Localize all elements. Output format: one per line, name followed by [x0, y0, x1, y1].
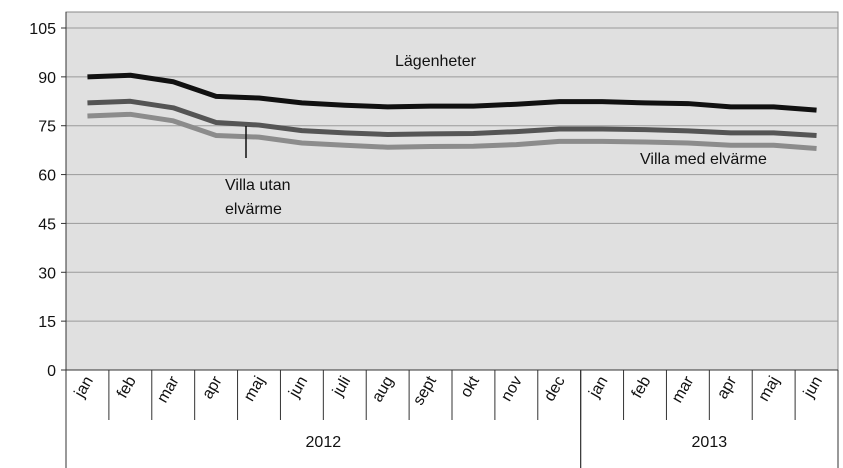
x-tick-label: maj — [756, 374, 784, 405]
x-tick-label: okt — [458, 373, 484, 400]
y-tick-label: 75 — [38, 119, 56, 136]
x-tick-label: jun — [285, 374, 311, 402]
x-tick-label: jun — [800, 374, 826, 402]
x-tick-label: mar — [669, 373, 698, 406]
series-label: Villa utan elvärme — [225, 177, 291, 218]
group-label: 2013 — [692, 434, 728, 451]
group-label: 2012 — [306, 434, 342, 451]
y-tick-label: 15 — [38, 314, 56, 331]
y-tick-label: 60 — [38, 168, 56, 185]
y-tick-label: 30 — [38, 265, 56, 282]
x-tick-label: apr — [714, 373, 741, 402]
x-tick-label: mar — [154, 373, 183, 406]
x-tick-label: jan — [586, 374, 612, 402]
x-tick-label: nov — [498, 374, 526, 405]
series-line — [87, 98, 817, 138]
series-label: Lägenheter — [395, 53, 476, 70]
x-tick-label: feb — [114, 373, 140, 401]
plot-area — [65, 11, 839, 371]
x-tick-label: feb — [629, 373, 655, 401]
y-tick-label: 105 — [29, 21, 56, 38]
x-tick-label: juli — [329, 374, 354, 400]
series-line — [87, 72, 817, 113]
x-tick-label: jan — [71, 374, 97, 402]
x-tick-label: aug — [369, 374, 397, 406]
series-label: Villa med elvärme — [640, 151, 767, 168]
x-tick-label: apr — [199, 373, 226, 402]
x-tick-label: maj — [241, 374, 269, 405]
y-tick-label: 90 — [38, 70, 56, 87]
series-line — [87, 111, 817, 152]
x-tick-label: sept — [410, 373, 440, 408]
y-tick-label: 45 — [38, 216, 56, 233]
x-tick-label: dec — [541, 374, 569, 405]
y-tick-label: 0 — [47, 363, 56, 380]
